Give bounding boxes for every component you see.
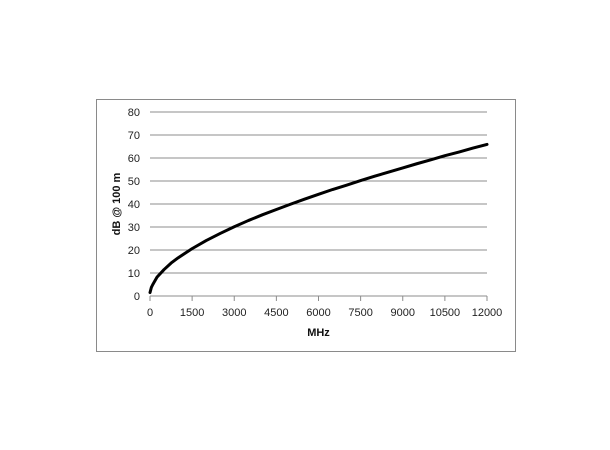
- x-tick-label: 7500: [348, 307, 372, 319]
- x-tick-label: 1500: [180, 307, 204, 319]
- gridlines: [150, 111, 487, 274]
- x-tick-label: 3000: [222, 307, 246, 319]
- chart-frame: [96, 99, 516, 352]
- x-tick-label: 10500: [430, 307, 461, 319]
- y-tick-label: 70: [128, 130, 140, 142]
- y-tick-label: 60: [128, 153, 140, 165]
- x-tick-label: 6000: [306, 307, 330, 319]
- y-tick-label: 50: [128, 176, 140, 188]
- x-axis-title: MHz: [307, 327, 330, 339]
- series-line-0: [148, 142, 489, 295]
- y-tick-label: 20: [128, 245, 140, 257]
- x-tick-label: 0: [147, 307, 153, 319]
- y-tick-label: 10: [128, 268, 140, 280]
- series-layer: [148, 142, 489, 295]
- y-tick-label: 80: [128, 107, 140, 119]
- x-tick-label: 9000: [391, 307, 415, 319]
- axes: [149, 295, 488, 301]
- x-tick-label: 4500: [264, 307, 288, 319]
- x-tick-label: 12000: [472, 307, 503, 319]
- y-tick-label: 40: [128, 199, 140, 211]
- y-tick-label: 0: [134, 291, 140, 303]
- tick-labels: 0 10 20 30 40 50 60 70 80 0 1500 3000 4500 6000 7500 90…: [128, 107, 503, 319]
- y-tick-label: 30: [128, 222, 140, 234]
- y-axis-title: dB @ 100 m: [111, 172, 123, 235]
